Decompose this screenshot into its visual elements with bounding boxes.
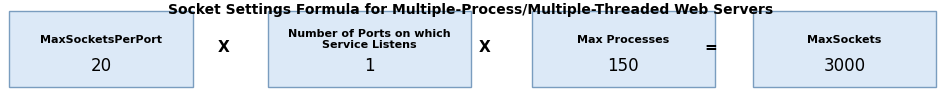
Text: X: X xyxy=(218,40,230,55)
Text: MaxSockets: MaxSockets xyxy=(807,35,882,45)
Text: X: X xyxy=(479,40,490,55)
Text: Number of Ports on which
Service Listens: Number of Ports on which Service Listens xyxy=(288,29,451,50)
Text: Max Processes: Max Processes xyxy=(577,35,670,45)
FancyBboxPatch shape xyxy=(268,11,470,87)
Text: =: = xyxy=(704,40,717,55)
Text: Socket Settings Formula for Multiple-Process/Multiple-Threaded Web Servers: Socket Settings Formula for Multiple-Pro… xyxy=(167,3,774,17)
FancyBboxPatch shape xyxy=(532,11,715,87)
FancyBboxPatch shape xyxy=(753,11,936,87)
Text: MaxSocketsPerPort: MaxSocketsPerPort xyxy=(40,35,162,45)
Text: 150: 150 xyxy=(608,57,639,75)
Text: 3000: 3000 xyxy=(823,57,866,75)
Text: 1: 1 xyxy=(364,57,375,75)
Text: 20: 20 xyxy=(90,57,112,75)
FancyBboxPatch shape xyxy=(9,11,193,87)
